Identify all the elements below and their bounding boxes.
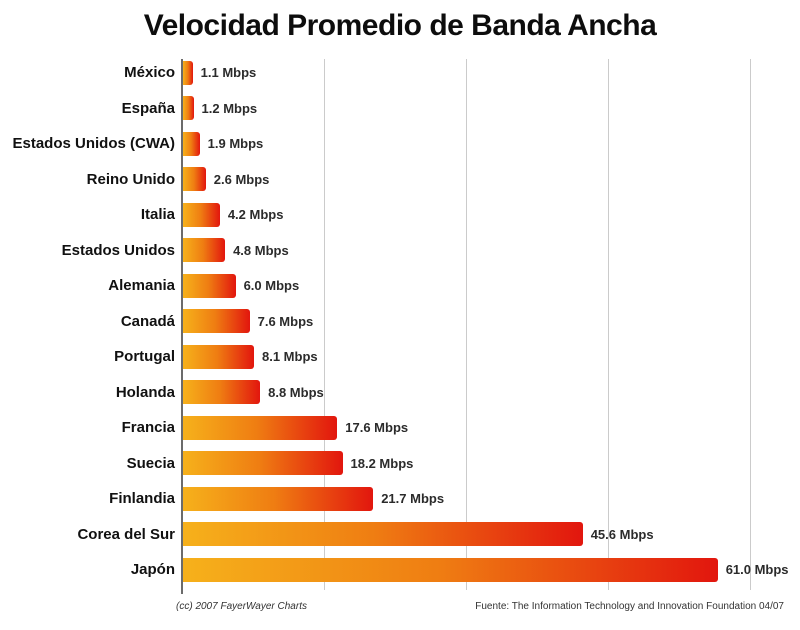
value-bar (183, 167, 206, 192)
country-label: Canadá (120, 312, 175, 330)
bar-row: Suecia 18.2 Mbps (0, 446, 800, 482)
credit-text: (cc) 2007 FayerWayer Charts (176, 601, 307, 612)
value-bar (183, 309, 250, 334)
plot-cell: 1.1 Mbps (183, 60, 751, 85)
gridline (324, 59, 325, 590)
bar-row: Finlandia 21.7 Mbps (0, 481, 800, 517)
bar-row: Italia 4.2 Mbps (0, 197, 800, 233)
value-label: 1.9 Mbps (207, 136, 264, 152)
value-bar (183, 96, 194, 121)
bar-row: España 1.2 Mbps (0, 91, 800, 127)
bar-chart: México 1.1 Mbps España 1.2 Mbps Estados … (0, 55, 800, 594)
gridline (466, 59, 467, 590)
value-label: 4.2 Mbps (227, 207, 284, 223)
value-label: 2.6 Mbps (213, 171, 270, 187)
value-label: 4.8 Mbps (233, 242, 289, 258)
y-axis-line (181, 59, 183, 594)
source-text: Fuente: The Information Technology and I… (475, 601, 784, 612)
value-bar (183, 451, 343, 476)
value-bar (183, 415, 338, 440)
country-label: Alemania (108, 277, 175, 295)
rows: México 1.1 Mbps España 1.2 Mbps Estados … (0, 55, 800, 588)
gridline (608, 59, 609, 590)
value-label: 61.0 Mbps (725, 562, 789, 578)
bar-row: Francia 17.6 Mbps (0, 410, 800, 446)
plot-cell: 1.9 Mbps (183, 131, 751, 156)
country-label: Suecia (126, 454, 175, 472)
country-label: Corea del Sur (77, 525, 175, 543)
gridline (750, 59, 751, 590)
bar-row: Alemania 6.0 Mbps (0, 268, 800, 304)
value-label: 8.8 Mbps (268, 384, 324, 400)
value-label: 7.6 Mbps (257, 313, 314, 329)
value-bar (183, 486, 374, 511)
plot-cell: 17.6 Mbps (183, 415, 751, 440)
value-label: 8.1 Mbps (262, 349, 318, 365)
plot-cell: 61.0 Mbps (183, 557, 789, 582)
value-label: 1.1 Mbps (200, 65, 257, 81)
value-bar (183, 131, 200, 156)
country-label: Francia (121, 419, 175, 437)
country-label: Holanda (115, 383, 175, 401)
bar-row: Portugal 8.1 Mbps (0, 339, 800, 375)
plot-cell: 21.7 Mbps (183, 486, 751, 511)
value-label: 18.2 Mbps (350, 455, 414, 471)
plot-cell: 18.2 Mbps (183, 451, 751, 476)
value-bar (183, 238, 226, 263)
plot-cell: 45.6 Mbps (183, 522, 751, 547)
value-bar (183, 522, 583, 547)
value-bar (183, 380, 261, 405)
bar-row: Estados Unidos 4.8 Mbps (0, 233, 800, 269)
country-label: México (124, 64, 175, 82)
country-label: Estados Unidos (CWA) (12, 135, 175, 153)
bar-row: Reino Unido 2.6 Mbps (0, 162, 800, 198)
value-label: 1.2 Mbps (201, 100, 258, 116)
plot-grid (181, 59, 751, 594)
value-bar (183, 202, 220, 227)
plot-cell: 4.8 Mbps (183, 238, 751, 263)
value-bar (183, 344, 254, 369)
plot-cell: 4.2 Mbps (183, 202, 751, 227)
value-label: 21.7 Mbps (381, 491, 445, 507)
bar-row: México 1.1 Mbps (0, 55, 800, 91)
chart-title: Velocidad Promedio de Banda Ancha (143, 9, 657, 42)
plot-cell: 7.6 Mbps (183, 309, 751, 334)
bar-row: Canadá 7.6 Mbps (0, 304, 800, 340)
bar-row: Estados Unidos (CWA) 1.9 Mbps (0, 126, 800, 162)
value-label: 6.0 Mbps (243, 278, 300, 294)
bar-row: Corea del Sur 45.6 Mbps (0, 517, 800, 553)
bar-row: Holanda 8.8 Mbps (0, 375, 800, 411)
country-label: Portugal (114, 348, 175, 366)
bar-row: Japón 61.0 Mbps (0, 552, 800, 588)
plot-cell: 6.0 Mbps (183, 273, 751, 298)
value-label: 45.6 Mbps (590, 526, 654, 542)
plot-cell: 1.2 Mbps (183, 96, 751, 121)
value-bar (183, 557, 718, 582)
country-label: Estados Unidos (61, 241, 175, 259)
country-label: Japón (130, 561, 175, 579)
plot-cell: 2.6 Mbps (183, 167, 751, 192)
plot-cell: 8.8 Mbps (183, 380, 751, 405)
country-label: España (121, 99, 175, 117)
value-label: 17.6 Mbps (345, 420, 409, 436)
value-bar (183, 60, 193, 85)
country-label: Reino Unido (86, 170, 175, 188)
country-label: Italia (140, 206, 175, 224)
value-bar (183, 273, 236, 298)
plot-cell: 8.1 Mbps (183, 344, 751, 369)
country-label: Finlandia (109, 490, 175, 508)
